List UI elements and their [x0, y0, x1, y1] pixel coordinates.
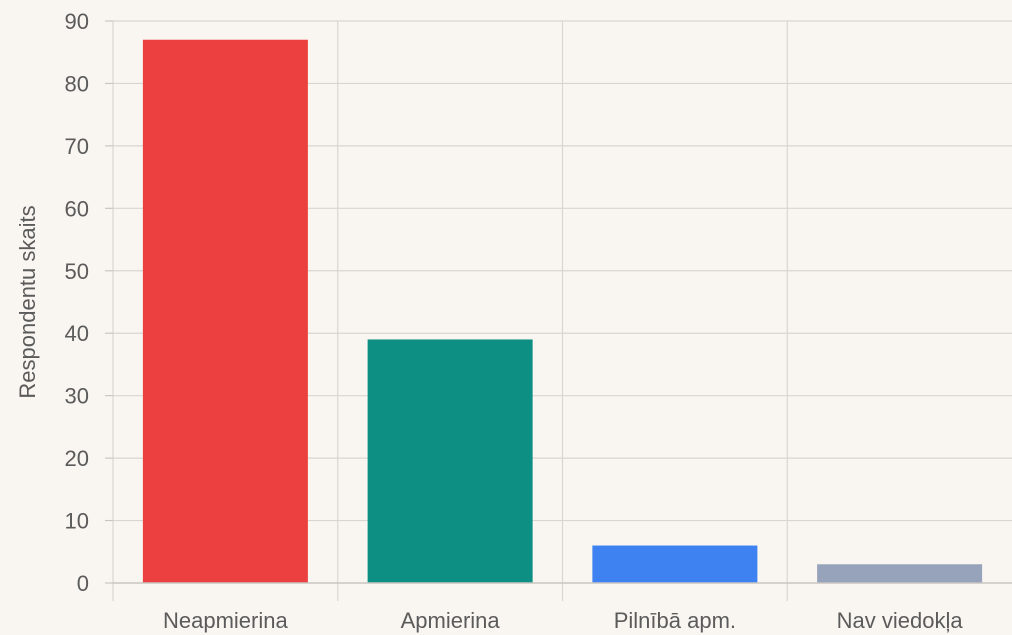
bar-0: [142, 39, 308, 583]
y-tick-label: 50: [65, 259, 89, 284]
x-tick-label: Nav viedokļa: [837, 608, 964, 633]
y-tick-label: 0: [77, 571, 89, 596]
bar-1: [367, 339, 533, 583]
y-tick-label: 80: [65, 71, 89, 96]
y-tick-label: 30: [65, 384, 89, 409]
y-tick-label: 10: [65, 509, 89, 534]
tick-labels: 0 10 20 30 40 50 60 70 80 90 Neapmierina Apmierina P…: [65, 9, 964, 633]
y-tick-label: 40: [65, 321, 89, 346]
y-axis-title: Respondentu skaits: [15, 205, 40, 398]
y-tick-label: 60: [65, 196, 89, 221]
y-tick-label: 90: [65, 9, 89, 34]
bars: [142, 39, 983, 583]
x-tick-label: Neapmierina: [163, 608, 288, 633]
y-tick-label: 70: [65, 134, 89, 159]
bar-2: [592, 545, 758, 583]
x-tick-label: Apmierina: [401, 608, 501, 633]
y-tick-label: 20: [65, 446, 89, 471]
bar-3: [817, 564, 983, 583]
axes: [105, 20, 1012, 584]
x-tick-label: Pilnībā apm.: [614, 608, 736, 633]
